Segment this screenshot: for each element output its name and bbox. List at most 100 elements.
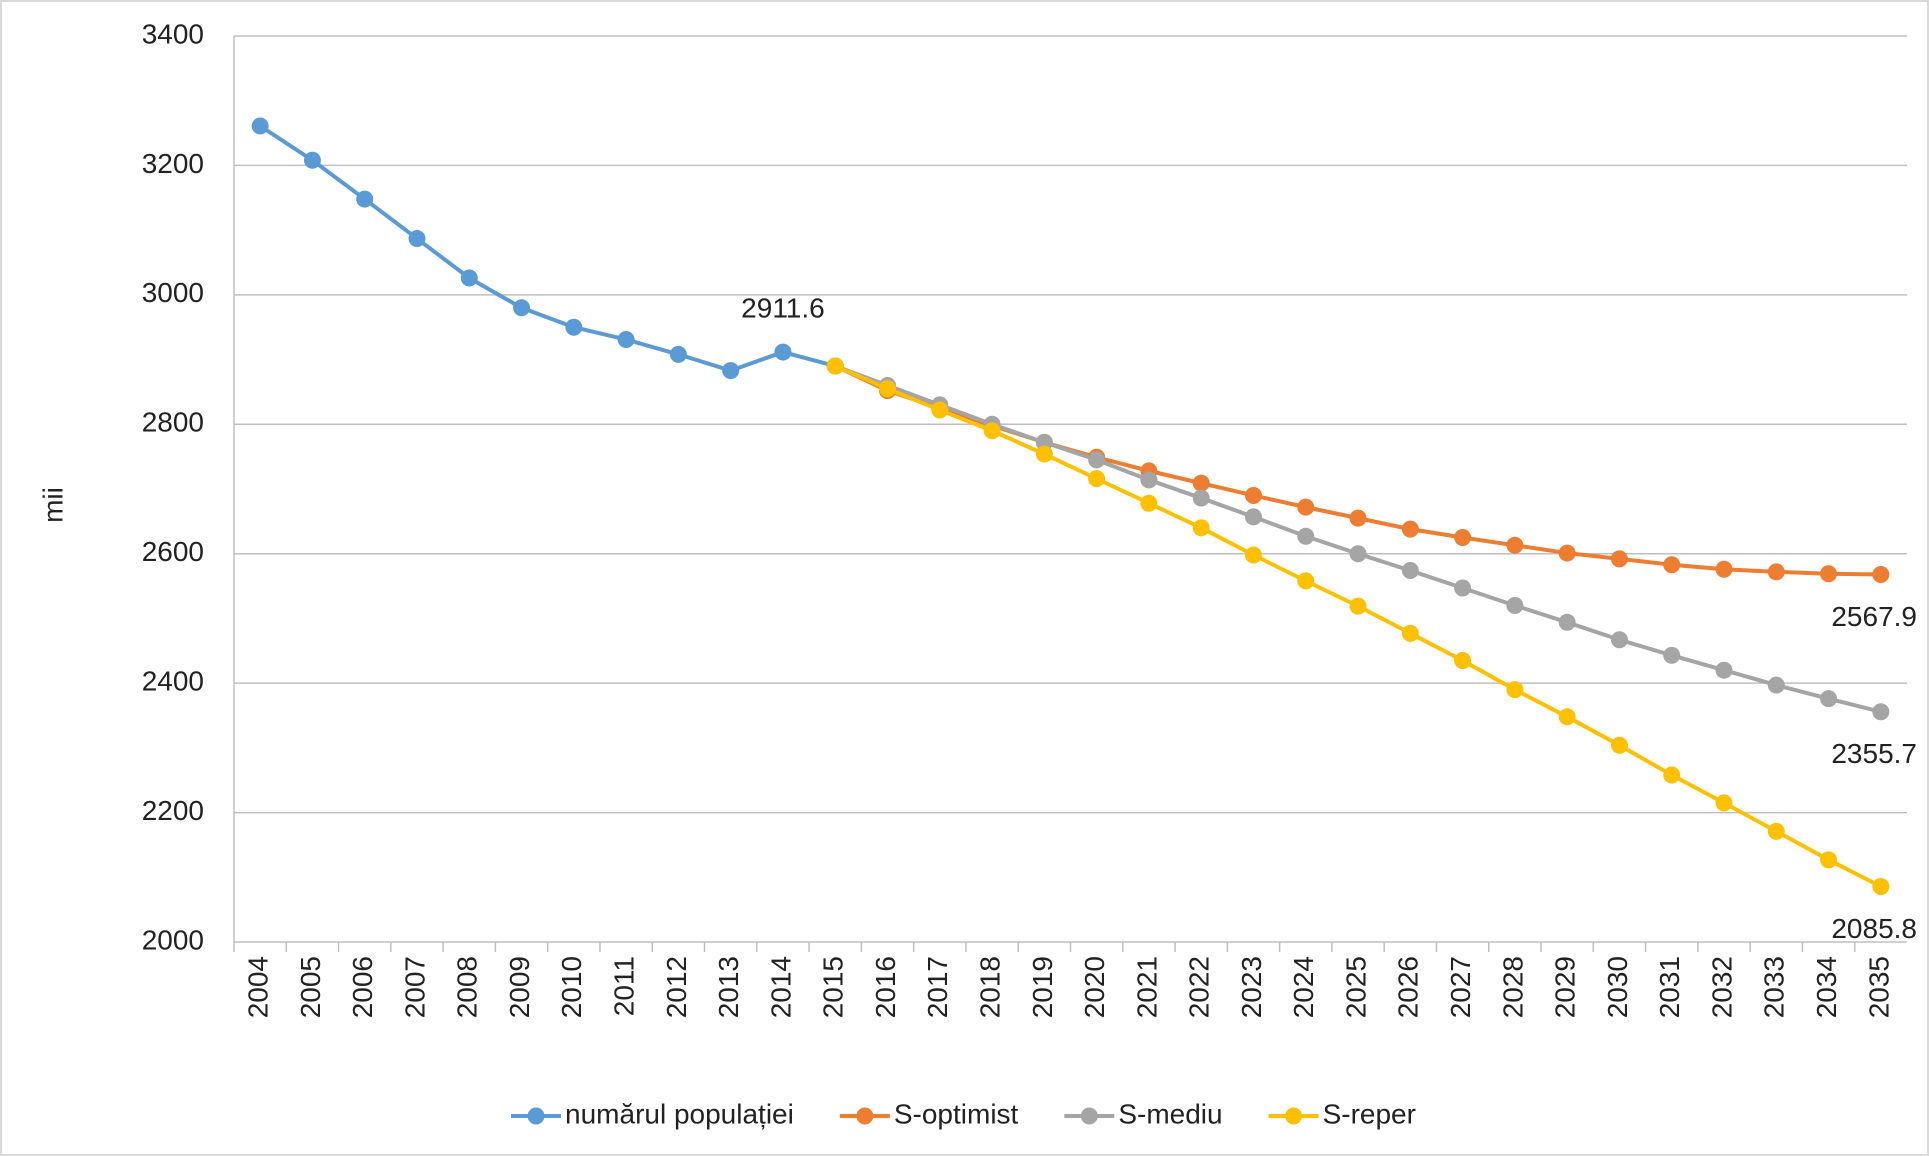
point <box>1401 520 1419 538</box>
y-tick-label: 2200 <box>142 795 204 826</box>
x-tick-label: 2009 <box>504 956 535 1018</box>
x-tick-label: 2035 <box>1863 956 1894 1018</box>
x-tick-label: 2008 <box>452 956 483 1018</box>
y-tick-label: 2000 <box>142 924 204 955</box>
point <box>1192 489 1210 507</box>
data-label: 2567.9 <box>1831 601 1917 632</box>
point <box>303 151 321 169</box>
legend-label: S-reper <box>1323 1098 1416 1129</box>
y-axis-label: mii <box>37 487 68 523</box>
x-tick-label: 2004 <box>243 956 274 1018</box>
point <box>1035 433 1053 451</box>
point <box>356 190 374 208</box>
point <box>1244 486 1262 504</box>
point <box>1401 624 1419 642</box>
point <box>1244 546 1262 564</box>
point <box>1297 527 1315 545</box>
x-tick-label: 2030 <box>1602 956 1633 1018</box>
point <box>1610 550 1628 568</box>
x-tick-label: 2007 <box>399 956 430 1018</box>
legend-label: S-optimist <box>894 1098 1019 1129</box>
x-tick-label: 2013 <box>713 956 744 1018</box>
y-tick-label: 3000 <box>142 277 204 308</box>
y-tick-label: 2600 <box>142 536 204 567</box>
point <box>513 299 531 317</box>
x-tick-label: 2014 <box>765 956 796 1018</box>
x-tick-label: 2015 <box>818 956 849 1018</box>
x-tick-label: 2011 <box>609 956 640 1016</box>
point <box>1663 646 1681 664</box>
point <box>1767 822 1785 840</box>
point <box>1088 470 1106 488</box>
point <box>669 345 687 363</box>
point <box>1872 703 1890 721</box>
point <box>722 362 740 380</box>
point <box>879 380 897 398</box>
point <box>1454 579 1472 597</box>
point <box>1872 565 1890 583</box>
point <box>1820 690 1838 708</box>
legend-marker <box>856 1107 874 1125</box>
point <box>1820 851 1838 869</box>
x-tick-label: 2033 <box>1759 956 1790 1018</box>
x-tick-label: 2012 <box>661 956 692 1018</box>
x-tick-label: 2006 <box>347 956 378 1018</box>
point <box>1244 508 1262 526</box>
point <box>1558 708 1576 726</box>
point <box>251 117 269 135</box>
legend-label: numărul populației <box>565 1098 794 1129</box>
legend-marker <box>1285 1107 1303 1125</box>
point <box>1820 565 1838 583</box>
x-tick-label: 2034 <box>1811 956 1842 1018</box>
x-tick-label: 2021 <box>1131 956 1162 1018</box>
point <box>1506 536 1524 554</box>
data-label: 2355.7 <box>1831 738 1917 769</box>
point <box>1506 681 1524 699</box>
legend-marker <box>527 1107 545 1125</box>
point <box>1140 494 1158 512</box>
x-tick-label: 2026 <box>1393 956 1424 1018</box>
x-tick-label: 2028 <box>1497 956 1528 1018</box>
point <box>1715 661 1733 679</box>
x-tick-label: 2010 <box>556 956 587 1018</box>
point <box>1349 597 1367 615</box>
data-label: 2085.8 <box>1831 913 1917 944</box>
x-tick-label: 2025 <box>1340 956 1371 1018</box>
x-tick-label: 2022 <box>1184 956 1215 1018</box>
point <box>826 357 844 375</box>
legend-label: S-mediu <box>1118 1098 1222 1129</box>
point <box>1192 474 1210 492</box>
x-tick-label: 2017 <box>922 956 953 1018</box>
legend-marker <box>1080 1107 1098 1125</box>
point <box>1349 509 1367 527</box>
point <box>617 331 635 349</box>
point <box>1297 572 1315 590</box>
point <box>460 269 478 287</box>
point <box>931 401 949 419</box>
point <box>1035 445 1053 463</box>
x-tick-label: 2018 <box>974 956 1005 1018</box>
point <box>1663 766 1681 784</box>
series-line <box>259 124 836 373</box>
x-tick-label: 2016 <box>870 956 901 1018</box>
point <box>1558 544 1576 562</box>
point <box>1663 556 1681 574</box>
y-tick-label: 3400 <box>142 18 204 49</box>
x-tick-label: 2027 <box>1445 956 1476 1018</box>
x-tick-label: 2031 <box>1654 956 1685 1018</box>
point <box>1715 794 1733 812</box>
point <box>565 318 583 336</box>
point <box>408 230 426 248</box>
point <box>1297 498 1315 516</box>
point <box>1140 471 1158 489</box>
point <box>1767 563 1785 581</box>
point <box>1401 562 1419 580</box>
y-tick-label: 2400 <box>142 666 204 697</box>
data-label: 2911.6 <box>741 292 825 323</box>
point <box>1088 451 1106 469</box>
x-tick-label: 2023 <box>1236 956 1267 1018</box>
point <box>983 422 1001 440</box>
x-tick-label: 2024 <box>1288 956 1319 1018</box>
